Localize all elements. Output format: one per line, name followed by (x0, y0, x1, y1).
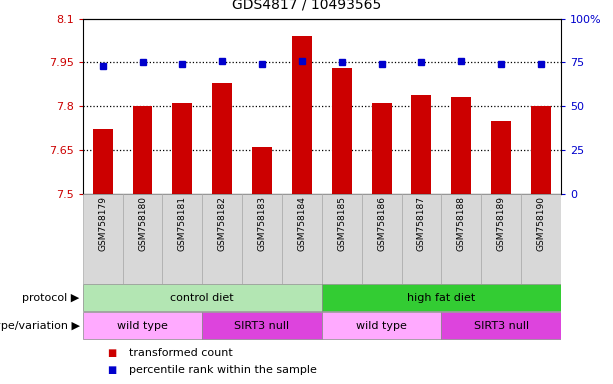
Bar (172, 103, 192, 194)
Bar (282, 194, 322, 284)
Text: GSM758189: GSM758189 (497, 196, 506, 251)
Text: GSM758186: GSM758186 (377, 196, 386, 251)
Bar (212, 83, 232, 194)
Bar (521, 194, 561, 284)
Bar (292, 36, 312, 194)
Bar (451, 98, 471, 194)
Bar (531, 106, 551, 194)
Bar (202, 194, 242, 284)
Text: transformed count: transformed count (129, 348, 232, 358)
Bar (402, 194, 441, 284)
Text: GSM758188: GSM758188 (457, 196, 466, 251)
Bar (162, 194, 202, 284)
Text: control diet: control diet (170, 293, 234, 303)
Text: percentile rank within the sample: percentile rank within the sample (129, 365, 316, 375)
Text: GDS4817 / 10493565: GDS4817 / 10493565 (232, 0, 381, 11)
Text: wild type: wild type (356, 321, 407, 331)
Bar (252, 147, 272, 194)
Bar (441, 312, 561, 339)
Bar (83, 284, 322, 311)
Bar (322, 284, 561, 311)
Bar (123, 194, 162, 284)
Bar (332, 68, 352, 194)
Text: genotype/variation ▶: genotype/variation ▶ (0, 321, 80, 331)
Text: GSM758185: GSM758185 (337, 196, 346, 251)
Bar (411, 94, 432, 194)
Bar (132, 106, 153, 194)
Bar (371, 103, 392, 194)
Text: SIRT3 null: SIRT3 null (474, 321, 528, 331)
Text: GSM758182: GSM758182 (218, 196, 227, 251)
Bar (202, 312, 322, 339)
Bar (242, 194, 282, 284)
Text: wild type: wild type (117, 321, 168, 331)
Bar (491, 121, 511, 194)
Bar (322, 312, 441, 339)
Text: GSM758180: GSM758180 (138, 196, 147, 251)
Bar (83, 194, 123, 284)
Text: GSM758190: GSM758190 (536, 196, 546, 251)
Bar (481, 194, 521, 284)
Bar (441, 194, 481, 284)
Text: ■: ■ (107, 348, 116, 358)
Bar (362, 194, 402, 284)
Text: high fat diet: high fat diet (407, 293, 476, 303)
Text: ■: ■ (107, 365, 116, 375)
Bar (322, 194, 362, 284)
Text: SIRT3 null: SIRT3 null (235, 321, 289, 331)
Text: GSM758187: GSM758187 (417, 196, 426, 251)
Bar (93, 129, 113, 194)
Bar (83, 312, 202, 339)
Text: protocol ▶: protocol ▶ (23, 293, 80, 303)
Text: GSM758179: GSM758179 (98, 196, 107, 251)
Text: GSM758181: GSM758181 (178, 196, 187, 251)
Text: GSM758184: GSM758184 (297, 196, 306, 251)
Text: GSM758183: GSM758183 (257, 196, 267, 251)
